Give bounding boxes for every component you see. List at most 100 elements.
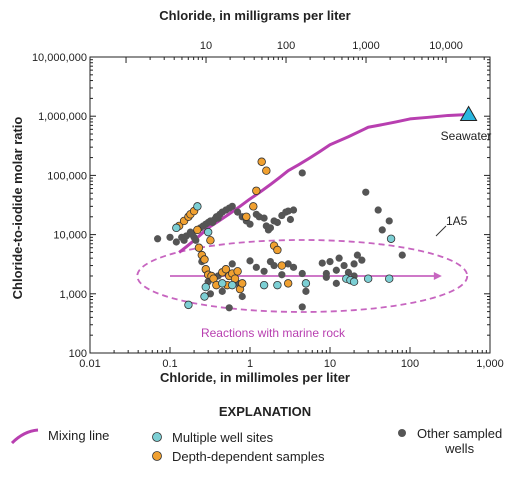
point-other-sampled-wells: [286, 215, 295, 224]
legend-title: EXPLANATION: [218, 404, 312, 419]
point-depth-dependent-samples: [193, 225, 202, 235]
data-points: [154, 105, 478, 312]
point-depth-dependent-samples: [242, 212, 251, 221]
point-other-sampled-wells: [270, 261, 278, 270]
point-depth-dependent-samples: [283, 279, 293, 288]
point-other-sampled-wells: [278, 271, 286, 279]
point-multiple-well-sites: [172, 223, 181, 233]
point-other-sampled-wells: [298, 303, 306, 311]
top-x-tick-label: 10,000: [429, 40, 463, 52]
point-other-sampled-wells: [192, 236, 200, 244]
point-other-sampled-wells: [362, 188, 370, 196]
y-tick-label: 1,000: [59, 289, 87, 301]
legend: EXPLANATION Mixing line Multiple well si…: [0, 398, 530, 499]
point-multiple-well-sites: [200, 292, 209, 301]
legend-other-wells-label: Other sampled wells: [417, 426, 502, 456]
point-other-sampled-wells: [228, 202, 236, 210]
point-other-sampled-wells: [335, 254, 343, 262]
reactions-arrowhead: [433, 271, 442, 280]
point-other-sampled-wells: [273, 218, 281, 227]
x-axis: 0.01 0.1 1 10 100 1,000: [79, 347, 504, 370]
legend-multiple-well-label: Multiple well sites: [172, 430, 274, 445]
point-other-sampled-wells: [340, 261, 348, 270]
reactions-label: Reactions with marine rock: [201, 326, 346, 340]
point-other-sampled-wells: [260, 214, 268, 222]
top-x-tick-label: 1,000: [352, 40, 380, 52]
x-tick-label: 1: [247, 358, 253, 370]
legend-mixing-line: Mixing line: [10, 428, 109, 444]
plot-border: [89, 56, 491, 354]
gray-dot-icon: [398, 429, 406, 437]
cyan-dot-icon: [152, 432, 162, 442]
point-other-sampled-wells: [385, 217, 393, 225]
point-other-sampled-wells: [206, 290, 215, 298]
reactions-ellipse: [136, 239, 469, 313]
point-other-sampled-wells: [298, 269, 306, 278]
chart-svg: 100 1,000 10,000 100,000 1,000,000 10,000,000…: [10, 8, 504, 385]
orange-dot-icon: [152, 451, 162, 461]
point-other-sampled-wells: [284, 207, 292, 215]
seawater-marker: [459, 105, 478, 121]
point-other-sampled-wells: [353, 251, 361, 259]
legend-multiple-well: Multiple well sites: [150, 430, 273, 445]
point-other-sampled-wells: [318, 259, 326, 267]
point-other-sampled-wells: [332, 266, 340, 274]
point-other-sampled-wells: [234, 208, 242, 216]
y-tick-label: 1,000,000: [38, 111, 87, 123]
point-depth-dependent-samples: [194, 243, 204, 252]
point-multiple-well-sites: [228, 280, 237, 290]
point-depth-dependent-samples: [252, 186, 261, 195]
x-axis-title: Chloride, in millimoles per liter: [160, 370, 350, 385]
point-other-sampled-wells: [166, 233, 174, 241]
point-multiple-well-sites: [184, 300, 193, 310]
point-other-sampled-wells: [322, 273, 330, 281]
point-other-sampled-wells: [246, 220, 254, 228]
point-multiple-well-sites: [386, 234, 396, 243]
mixing-line-icon: [10, 428, 39, 444]
seawater-label: Seawater: [441, 129, 492, 143]
point-other-sampled-wells: [374, 206, 382, 214]
mixing-line: [178, 112, 469, 254]
point-other-sampled-wells: [289, 263, 298, 271]
point-depth-dependent-samples: [221, 265, 231, 274]
point-other-sampled-wells: [326, 257, 334, 266]
top-x-axis: 10 100 1,000 10,000: [125, 40, 485, 63]
y-axis: 100 1,000 10,000 100,000 1,000,000 10,000,000: [32, 52, 490, 360]
point-other-sampled-wells: [289, 206, 298, 214]
point-other-sampled-wells: [252, 263, 260, 271]
point-multiple-well-sites: [385, 274, 394, 283]
legend-other-wells-line2: wells: [445, 441, 475, 456]
point-other-sampled-wells: [350, 260, 358, 268]
point-multiple-well-sites: [203, 227, 213, 237]
point-other-sampled-wells: [284, 260, 292, 268]
legend-other-wells-line1: Other sampled: [417, 426, 503, 441]
point-depth-dependent-samples: [206, 236, 215, 245]
point-multiple-well-sites: [301, 279, 311, 288]
y-axis-title: Chloride-to-iodide molar ratio: [10, 117, 25, 300]
point-depth-dependent-samples: [273, 245, 282, 255]
point-other-sampled-wells: [298, 169, 306, 177]
point-depth-dependent-samples: [249, 202, 258, 211]
point-multiple-well-sites: [349, 277, 359, 286]
point-multiple-well-sites: [363, 274, 373, 283]
x-tick-label: 10: [324, 358, 336, 370]
x-tick-label: 100: [401, 358, 419, 370]
point-other-sampled-wells: [246, 257, 254, 265]
point-depth-dependent-samples: [238, 279, 247, 288]
top-x-axis-title: Chloride, in milligrams per liter: [159, 8, 350, 23]
point-other-sampled-wells: [398, 251, 406, 259]
legend-depth-dependent: Depth-dependent samples: [150, 449, 325, 464]
y-tick-label: 100: [69, 348, 87, 360]
x-tick-label: 1,000: [476, 358, 504, 370]
legend-mixing-line-label: Mixing line: [48, 428, 110, 443]
point-other-sampled-wells: [238, 292, 246, 301]
top-x-tick-label: 10: [200, 40, 212, 52]
point-multiple-well-sites: [201, 282, 210, 292]
y-tick-label: 10,000: [53, 230, 87, 242]
point-other-sampled-wells: [358, 256, 366, 264]
well-1a5-leader: [435, 225, 447, 237]
point-depth-dependent-samples: [262, 166, 271, 175]
point-multiple-well-sites: [193, 202, 202, 211]
top-x-tick-label: 100: [277, 40, 295, 52]
x-tick-label: 0.1: [162, 358, 177, 370]
